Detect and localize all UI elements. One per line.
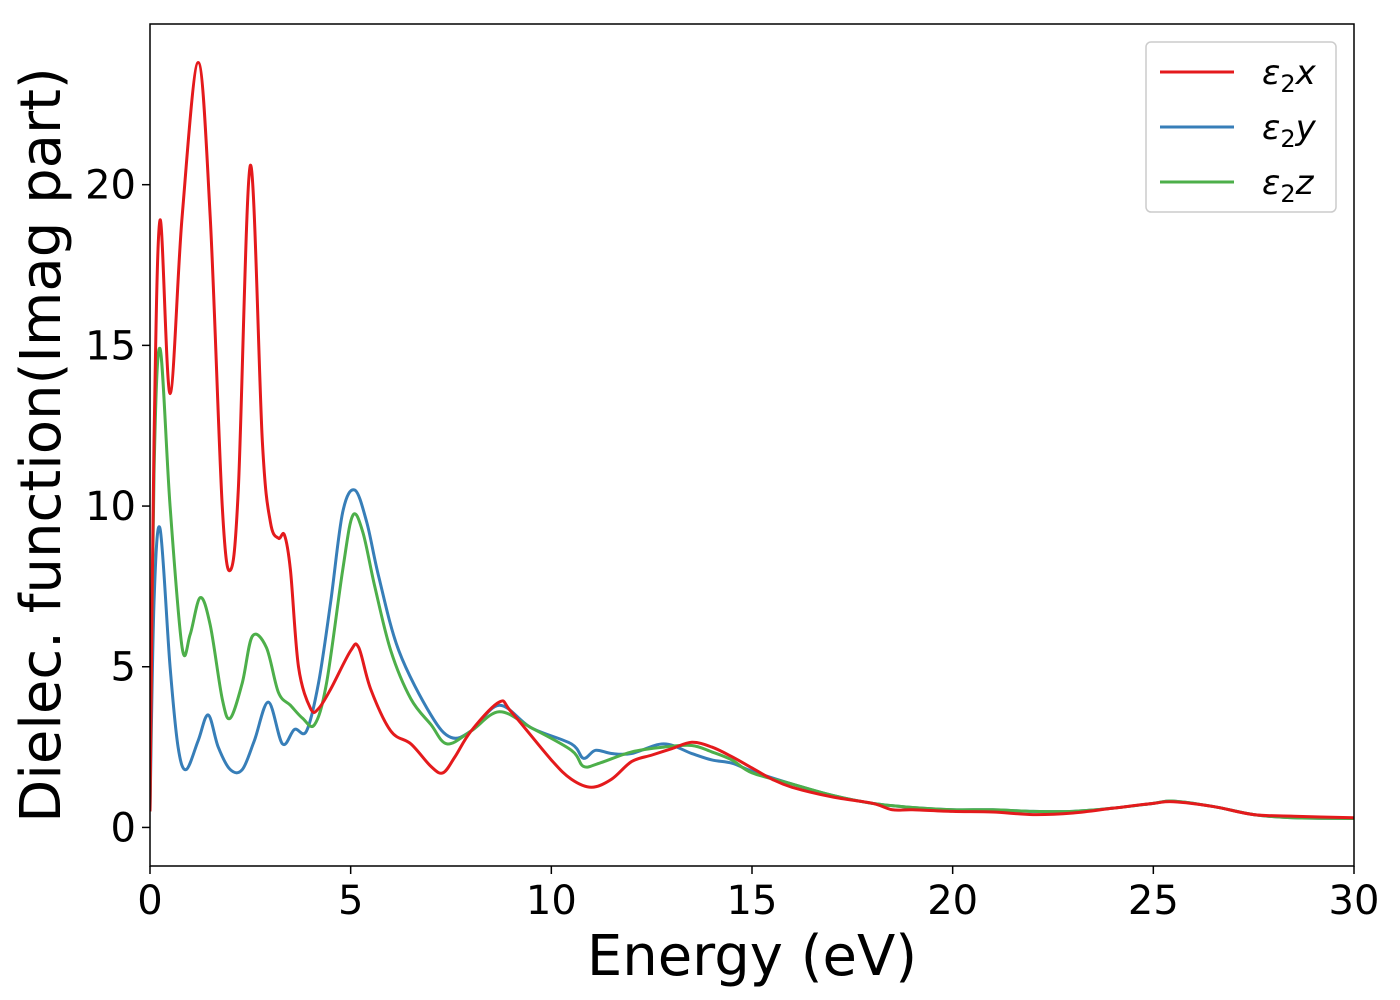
y-tick-label: 10	[85, 484, 136, 530]
y-axis-label: Dielec. function(Imag part)	[9, 67, 74, 823]
legend-label-base: ε	[1262, 163, 1280, 203]
x-tick-label: 20	[927, 878, 978, 924]
legend-label-subscript: 2	[1280, 180, 1295, 208]
legend-label-subscript: 2	[1280, 125, 1295, 153]
x-tick-label: 15	[727, 878, 778, 924]
legend-label-base: ε	[1262, 53, 1280, 93]
legend-label-subscript: 2	[1280, 70, 1295, 98]
y-tick-label: 5	[111, 645, 136, 691]
legend-label-var: z	[1295, 163, 1315, 203]
x-tick-label: 30	[1329, 878, 1380, 924]
x-tick-label: 10	[526, 878, 577, 924]
legend-label-base: ε	[1262, 108, 1280, 148]
y-axis-ticks: 0 5 10 15 20	[85, 163, 150, 851]
x-tick-label: 0	[137, 878, 162, 924]
legend-label-z: ε2z	[1262, 163, 1315, 208]
legend-label-var: y	[1295, 108, 1317, 148]
series-line-z	[150, 346, 1354, 820]
legend-label-y: ε2y	[1262, 108, 1317, 153]
y-tick-label: 20	[85, 163, 136, 209]
y-tick-label: 0	[111, 805, 136, 851]
x-tick-label: 25	[1128, 878, 1179, 924]
legend-label-x: ε2x	[1262, 53, 1317, 98]
x-tick-label: 5	[338, 878, 363, 924]
legend-box	[1145, 41, 1337, 213]
series-line-x	[150, 61, 1354, 820]
x-axis-label: Energy (eV)	[587, 924, 917, 989]
y-tick-label: 15	[85, 323, 136, 369]
x-axis-ticks: 0 5 10 15 20 25 30	[137, 866, 1379, 924]
series-layer	[150, 61, 1354, 820]
legend-label-var: x	[1295, 53, 1317, 93]
